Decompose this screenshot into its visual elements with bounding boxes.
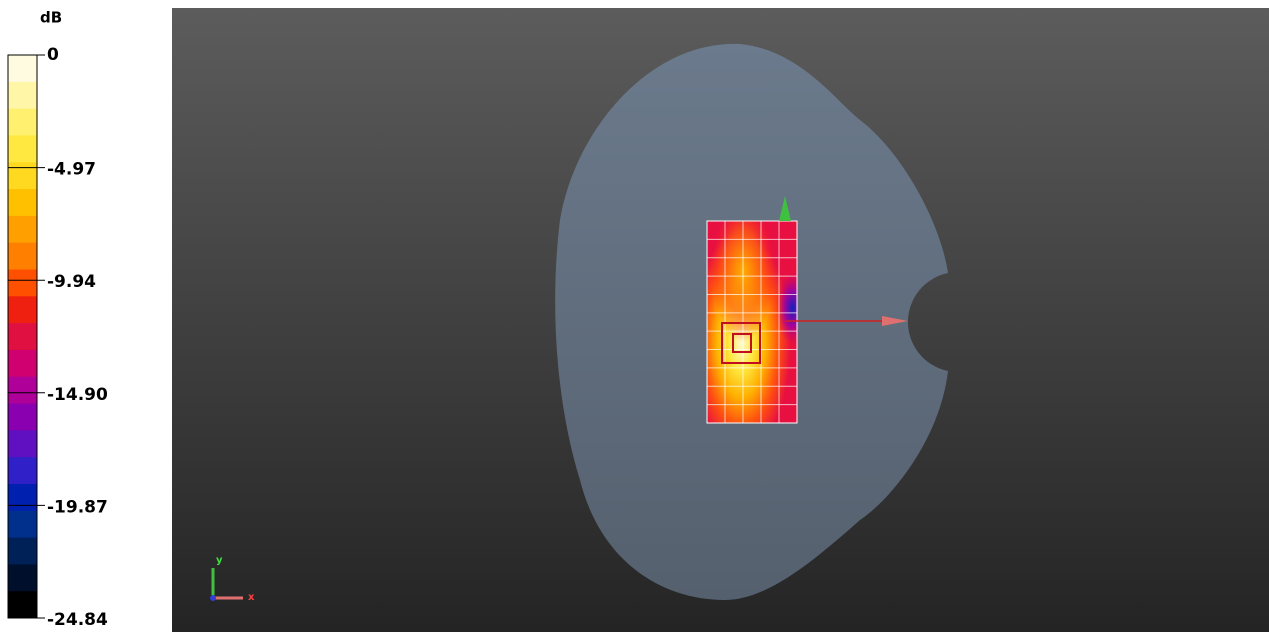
color-band	[8, 215, 37, 244]
color-band	[8, 349, 37, 378]
color-band	[8, 81, 37, 110]
color-band	[8, 537, 37, 565]
axis-y-label: y	[216, 555, 223, 566]
color-band	[8, 430, 37, 458]
color-band	[8, 55, 37, 83]
color-band	[8, 564, 37, 592]
color-band	[8, 296, 37, 324]
unit-label: dB	[40, 9, 62, 27]
color-band	[8, 135, 37, 163]
color-band	[8, 591, 37, 619]
scale-label: 0	[47, 45, 59, 65]
color-band	[8, 269, 37, 297]
color-band	[8, 189, 37, 217]
color-band	[8, 242, 37, 270]
color-band	[8, 510, 37, 539]
color-scale: 0 -4.97 -9.94 -14.90 -19.87 -24.84	[7, 45, 108, 630]
arrow-head	[882, 316, 908, 326]
axis-x-label: x	[248, 592, 255, 603]
scale-label: -24.84	[47, 610, 108, 630]
color-band	[8, 483, 37, 512]
color-band	[8, 403, 37, 431]
scale-label: -4.97	[47, 160, 96, 180]
color-band	[8, 376, 37, 405]
field-map	[706, 220, 798, 424]
color-band	[8, 162, 37, 190]
color-band	[8, 323, 37, 351]
scale-label: -19.87	[47, 497, 108, 517]
color-band	[8, 108, 37, 136]
scale-label: -9.94	[47, 272, 96, 292]
up-arrow	[779, 196, 791, 221]
axis-triad: y x	[210, 555, 255, 603]
scale-label: -14.90	[47, 385, 108, 405]
color-band	[8, 457, 37, 485]
